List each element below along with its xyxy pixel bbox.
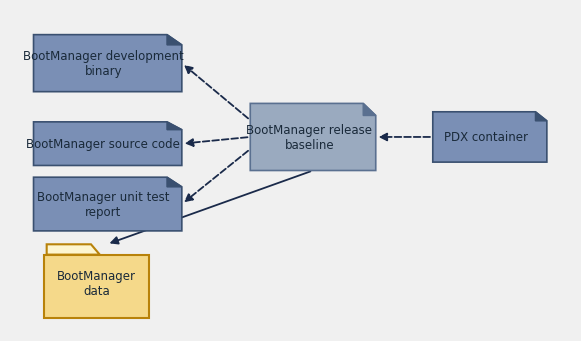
Text: BootManager source code: BootManager source code	[26, 138, 180, 151]
Polygon shape	[46, 244, 100, 255]
Polygon shape	[536, 112, 547, 121]
Polygon shape	[167, 122, 182, 130]
Polygon shape	[363, 103, 376, 116]
Polygon shape	[34, 177, 182, 231]
Polygon shape	[167, 35, 182, 45]
Polygon shape	[250, 103, 376, 170]
Polygon shape	[44, 255, 149, 318]
Polygon shape	[34, 35, 182, 92]
Text: PDX container: PDX container	[444, 131, 528, 144]
Polygon shape	[433, 112, 547, 162]
Text: BootManager release
baseline: BootManager release baseline	[246, 124, 372, 152]
Text: BootManager
data: BootManager data	[57, 270, 136, 298]
Polygon shape	[34, 122, 182, 165]
Text: BootManager development
binary: BootManager development binary	[23, 50, 184, 78]
Polygon shape	[167, 177, 182, 187]
Text: BootManager unit test
report: BootManager unit test report	[37, 191, 170, 219]
